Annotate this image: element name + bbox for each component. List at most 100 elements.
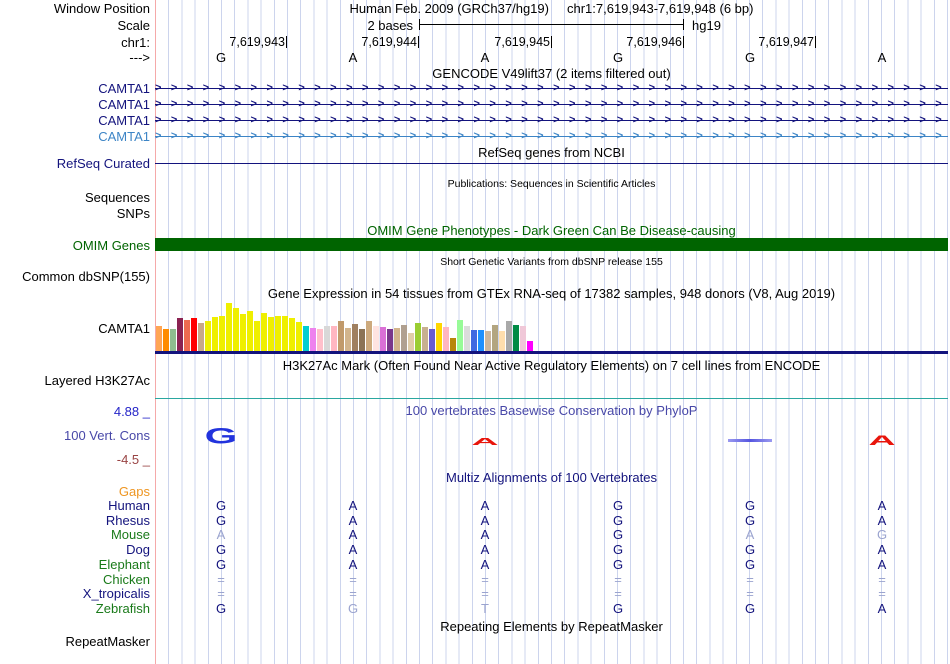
gtex-tissue-bar[interactable] (478, 330, 484, 351)
gtex-tissue-bar[interactable] (366, 321, 372, 351)
gtex-tissue-bar[interactable] (359, 329, 365, 351)
gtex-tissue-bar[interactable] (331, 326, 337, 351)
alignment-base: G (215, 498, 227, 513)
conservation-dash-glyph (728, 439, 772, 442)
conservation-letter-glyph: G (204, 424, 238, 449)
gtex-tissue-bar[interactable] (394, 328, 400, 351)
gencode-transcript[interactable]: >>>>>>>>>>>>>>>>>>>>>>>>>>>>>>>>>>>>>>>>… (155, 82, 948, 94)
gtex-tissue-bar[interactable] (408, 333, 414, 351)
gtex-tissue-bar[interactable] (450, 338, 456, 351)
species-label[interactable]: Rhesus (105, 513, 150, 528)
gtex-tissue-bar[interactable] (303, 326, 309, 351)
gtex-tissue-bar[interactable] (156, 326, 162, 351)
alignment-base: A (745, 527, 755, 542)
gtex-tissue-bar[interactable] (345, 328, 351, 351)
gtex-tissue-bar[interactable] (296, 322, 302, 351)
gtex-tissue-bar[interactable] (261, 313, 267, 351)
common-dbsnp-label[interactable]: Common dbSNP(155) (22, 269, 150, 284)
gtex-tissue-bar[interactable] (247, 311, 253, 351)
gencode-transcript[interactable]: >>>>>>>>>>>>>>>>>>>>>>>>>>>>>>>>>>>>>>>>… (155, 130, 948, 142)
gtex-tissue-bar[interactable] (233, 308, 239, 351)
gtex-gene-label[interactable]: CAMTA1 (98, 321, 150, 336)
gtex-expression-bars[interactable] (156, 300, 946, 351)
gtex-tissue-bar[interactable] (387, 329, 393, 351)
gtex-tissue-bar[interactable] (184, 320, 190, 351)
gtex-tissue-bar[interactable] (373, 326, 379, 351)
gtex-tissue-bar[interactable] (254, 321, 260, 351)
omim-genes-label[interactable]: OMIM Genes (72, 238, 150, 253)
repeatmasker-label[interactable]: RepeatMasker (65, 634, 150, 649)
gtex-tissue-bar[interactable] (317, 329, 323, 351)
gtex-tissue-bar[interactable] (457, 320, 463, 351)
repeatmasker-track-title: Repeating Elements by RepeatMasker (440, 619, 663, 634)
gencode-transcript[interactable]: >>>>>>>>>>>>>>>>>>>>>>>>>>>>>>>>>>>>>>>>… (155, 114, 948, 126)
gtex-tissue-bar[interactable] (198, 323, 204, 351)
species-label[interactable]: Human (108, 498, 150, 513)
ruler-tick (551, 36, 552, 48)
gtex-tissue-bar[interactable] (268, 317, 274, 351)
gtex-tissue-bar[interactable] (177, 318, 183, 351)
gtex-tissue-bar[interactable] (436, 323, 442, 351)
gtex-tissue-bar[interactable] (464, 326, 470, 351)
species-label[interactable]: Zebrafish (95, 601, 150, 616)
snps-label[interactable]: SNPs (116, 206, 150, 221)
species-label[interactable]: Dog (126, 542, 150, 557)
gtex-tissue-bar[interactable] (170, 329, 176, 351)
gtex-tissue-bar[interactable] (191, 318, 197, 351)
gtex-tissue-bar[interactable] (499, 331, 505, 351)
gtex-tissue-bar[interactable] (471, 330, 477, 351)
gtex-tissue-bar[interactable] (275, 316, 281, 351)
gtex-tissue-bar[interactable] (163, 329, 169, 351)
gtex-tissue-bar[interactable] (401, 325, 407, 351)
gtex-tissue-bar[interactable] (513, 325, 519, 351)
gencode-transcript-label[interactable]: CAMTA1 (98, 113, 150, 128)
refseq-curated-label[interactable]: RefSeq Curated (56, 156, 150, 171)
alignment-base: G (612, 513, 624, 528)
strand-direction-label[interactable]: ---> (129, 50, 150, 65)
alignment-base: = (217, 572, 225, 587)
gtex-tissue-bar[interactable] (205, 321, 211, 351)
conservation-label[interactable]: 100 Vert. Cons (64, 428, 150, 443)
species-label[interactable]: Mouse (110, 527, 150, 542)
gtex-tissue-bar[interactable] (212, 317, 218, 351)
alignment-base: = (878, 572, 886, 587)
species-label[interactable]: Elephant (98, 557, 150, 572)
gtex-tissue-bar[interactable] (485, 331, 491, 351)
gencode-transcript-label[interactable]: CAMTA1 (98, 81, 150, 96)
position-range-title: chr1:7,619,943-7,619,948 (6 bp) (566, 1, 754, 16)
gtex-tissue-bar[interactable] (310, 328, 316, 351)
gtex-tissue-bar[interactable] (338, 321, 344, 351)
species-label[interactable]: X_tropicalis (82, 586, 150, 601)
gtex-tissue-bar[interactable] (443, 327, 449, 351)
alignment-base: = (878, 586, 886, 601)
gtex-tissue-bar[interactable] (380, 327, 386, 351)
alignment-base: G (612, 498, 624, 513)
gtex-tissue-bar[interactable] (422, 327, 428, 351)
gtex-tissue-bar[interactable] (289, 318, 295, 351)
layered-h3k27ac-label[interactable]: Layered H3K27Ac (44, 373, 150, 388)
omim-gene-bar[interactable] (155, 238, 948, 251)
multiz-track-title: Multiz Alignments of 100 Vertebrates (445, 470, 657, 485)
gencode-transcript-label[interactable]: CAMTA1 (98, 97, 150, 112)
gtex-tissue-bar[interactable] (324, 326, 330, 351)
gtex-tissue-bar[interactable] (429, 329, 435, 351)
gencode-transcript[interactable]: >>>>>>>>>>>>>>>>>>>>>>>>>>>>>>>>>>>>>>>>… (155, 98, 948, 110)
gtex-tissue-bar[interactable] (219, 316, 225, 351)
gtex-tissue-bar[interactable] (492, 325, 498, 351)
gtex-tissue-bar[interactable] (240, 314, 246, 351)
alignment-base: G (876, 527, 888, 542)
gaps-label[interactable]: Gaps (118, 484, 150, 499)
gtex-tissue-bar[interactable] (506, 321, 512, 351)
alignment-base: G (744, 498, 756, 513)
ruler-tick (418, 36, 419, 48)
gtex-tissue-bar[interactable] (520, 326, 526, 351)
gtex-tissue-bar[interactable] (527, 341, 533, 351)
gtex-tissue-bar[interactable] (415, 323, 421, 351)
gtex-tissue-bar[interactable] (352, 324, 358, 351)
refseq-gene-line[interactable] (155, 163, 948, 164)
gencode-transcript-label[interactable]: CAMTA1 (98, 129, 150, 144)
sequences-label[interactable]: Sequences (84, 190, 150, 205)
gtex-tissue-bar[interactable] (282, 316, 288, 351)
species-label[interactable]: Chicken (103, 572, 150, 587)
gtex-tissue-bar[interactable] (226, 303, 232, 351)
